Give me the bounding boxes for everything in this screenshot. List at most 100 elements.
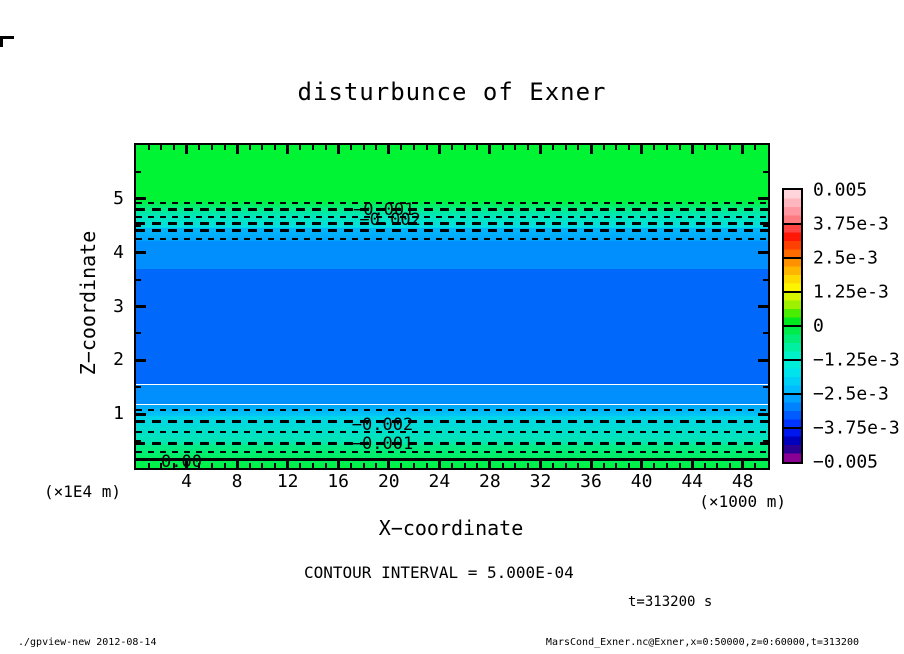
axis-tick — [136, 412, 146, 416]
axis-tick — [198, 463, 201, 468]
x-axis-unit: (×1000 m) — [699, 492, 786, 511]
y-tick-label: 1 — [113, 403, 124, 425]
axis-tick — [589, 145, 593, 154]
axis-tick — [425, 463, 428, 468]
axis-tick — [336, 145, 340, 154]
axis-tick — [703, 145, 706, 150]
axis-tick — [136, 358, 146, 362]
axis-tick — [653, 145, 656, 150]
axis-tick — [602, 463, 605, 468]
axis-tick — [136, 197, 146, 201]
axis-tick — [539, 145, 542, 154]
axis-tick — [274, 463, 276, 468]
contour-fill-band — [136, 444, 768, 468]
axis-tick — [299, 463, 302, 468]
y-tick-label: 3 — [113, 295, 124, 317]
colorbar-tick-label: 3.75e-3 — [813, 213, 889, 235]
colorbar-tick-label: −2.5e-3 — [813, 383, 889, 405]
axis-tick — [324, 145, 327, 150]
axis-tick — [136, 224, 141, 227]
axis-tick — [210, 463, 213, 468]
axis-tick — [387, 459, 391, 468]
colorbar-tick-label: −3.75e-3 — [813, 417, 900, 439]
axis-tick — [451, 145, 453, 150]
axis-tick — [147, 145, 150, 150]
axis-tick — [653, 463, 656, 468]
axis-tick — [261, 463, 264, 468]
contour-fill-band — [136, 145, 768, 200]
axis-tick — [628, 463, 630, 468]
x-tick-label: 24 — [428, 471, 451, 492]
colorbar-segment-divider — [784, 291, 801, 293]
contour-line — [136, 441, 768, 445]
axis-tick — [362, 463, 365, 468]
axis-tick — [413, 463, 416, 468]
colorbar-segment-divider — [784, 359, 801, 361]
axis-tick — [501, 463, 504, 468]
axis-tick — [729, 145, 732, 150]
colorbar-tick-label: −0.005 — [813, 451, 879, 473]
axis-tick — [312, 463, 314, 468]
contour-line — [136, 408, 768, 411]
axis-tick — [172, 463, 175, 468]
axis-tick — [248, 463, 251, 468]
axis-tick — [665, 145, 668, 150]
y-tick-label: 2 — [113, 349, 124, 371]
axis-tick — [615, 463, 618, 468]
contour-line — [136, 450, 768, 453]
axis-tick — [223, 463, 226, 468]
contour-fill-band — [136, 384, 768, 405]
x-tick-label: 4 — [181, 471, 193, 492]
axis-tick — [160, 145, 163, 150]
axis-tick — [274, 145, 276, 150]
axis-tick — [400, 463, 403, 468]
axis-tick — [640, 145, 644, 154]
axis-tick — [754, 463, 757, 468]
axis-tick — [758, 251, 768, 255]
axis-tick — [758, 305, 768, 308]
axis-tick — [577, 145, 580, 150]
axis-tick — [758, 412, 768, 416]
axis-tick — [678, 463, 681, 468]
axis-tick — [413, 145, 416, 150]
axis-tick — [136, 251, 146, 255]
axis-tick — [375, 145, 378, 150]
axis-tick — [198, 145, 201, 150]
contour-line — [136, 222, 768, 226]
axis-tick — [437, 459, 441, 468]
axis-tick — [400, 145, 403, 150]
contour-label: 0.00 — [161, 451, 202, 470]
x-tick-label: 32 — [529, 471, 552, 492]
frame-corner-mark — [0, 36, 3, 47]
contour-interval-note: CONTOUR INTERVAL = 5.000E-04 — [304, 563, 574, 582]
colorbar-tick-label: 0.005 — [813, 179, 868, 201]
axis-tick — [261, 145, 264, 150]
axis-tick — [741, 459, 745, 468]
frame-corner-mark — [0, 36, 14, 39]
contour-line — [136, 430, 768, 433]
axis-tick — [136, 332, 141, 335]
contour-fill-band — [136, 268, 768, 385]
axis-tick — [463, 463, 466, 468]
axis-tick — [564, 463, 567, 468]
axis-tick — [147, 463, 150, 468]
y-axis-unit: (×1E4 m) — [44, 482, 122, 501]
axis-tick — [552, 145, 555, 150]
contour-line — [136, 458, 768, 462]
time-annotation: t=313200 s — [628, 594, 713, 610]
axis-tick — [640, 459, 644, 468]
x-tick-label: 8 — [231, 471, 243, 492]
contour-line — [136, 229, 768, 233]
axis-tick — [741, 145, 745, 154]
axis-tick — [716, 463, 719, 468]
axis-tick — [763, 386, 768, 389]
axis-tick — [690, 459, 694, 468]
colorbar-segment-divider — [784, 257, 801, 259]
contour-label: −0.001 — [352, 199, 415, 220]
x-tick-label: 44 — [681, 471, 704, 492]
axis-tick — [488, 145, 492, 154]
colorbar-tick-label: 2.5e-3 — [813, 247, 879, 269]
axis-tick — [729, 463, 732, 468]
axis-tick — [763, 170, 768, 173]
axis-tick — [602, 145, 605, 150]
